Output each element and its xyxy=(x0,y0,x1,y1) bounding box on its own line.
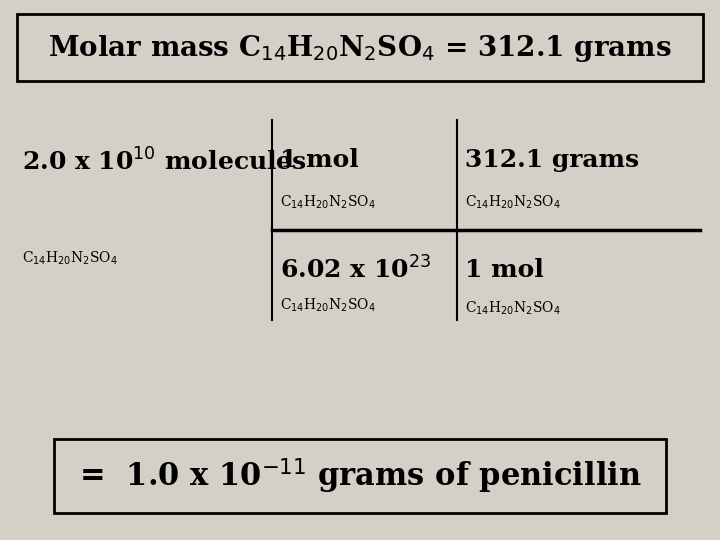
Text: Molar mass C$_{14}$H$_{20}$N$_{2}$SO$_{4}$ = 312.1 grams: Molar mass C$_{14}$H$_{20}$N$_{2}$SO$_{4… xyxy=(48,32,672,64)
Text: 312.1 grams: 312.1 grams xyxy=(465,148,639,172)
Text: =  1.0 x 10$^{-11}$ grams of penicillin: = 1.0 x 10$^{-11}$ grams of penicillin xyxy=(78,456,642,496)
FancyBboxPatch shape xyxy=(54,439,666,513)
Text: C$_{14}$H$_{20}$N$_{2}$SO$_{4}$: C$_{14}$H$_{20}$N$_{2}$SO$_{4}$ xyxy=(280,193,376,211)
Text: 2.0 x 10$^{10}$ molecules: 2.0 x 10$^{10}$ molecules xyxy=(22,148,307,176)
Text: C$_{14}$H$_{20}$N$_{2}$SO$_{4}$: C$_{14}$H$_{20}$N$_{2}$SO$_{4}$ xyxy=(465,299,561,316)
Text: 1 mol: 1 mol xyxy=(465,258,544,282)
Text: 1 mol: 1 mol xyxy=(280,148,359,172)
Text: C$_{14}$H$_{20}$N$_{2}$SO$_{4}$: C$_{14}$H$_{20}$N$_{2}$SO$_{4}$ xyxy=(465,193,561,211)
Text: C$_{14}$H$_{20}$N$_{2}$SO$_{4}$: C$_{14}$H$_{20}$N$_{2}$SO$_{4}$ xyxy=(280,296,376,314)
Text: 6.02 x 10$^{23}$: 6.02 x 10$^{23}$ xyxy=(280,256,431,284)
FancyBboxPatch shape xyxy=(17,14,703,81)
Text: C$_{14}$H$_{20}$N$_{2}$SO$_{4}$: C$_{14}$H$_{20}$N$_{2}$SO$_{4}$ xyxy=(22,249,118,267)
